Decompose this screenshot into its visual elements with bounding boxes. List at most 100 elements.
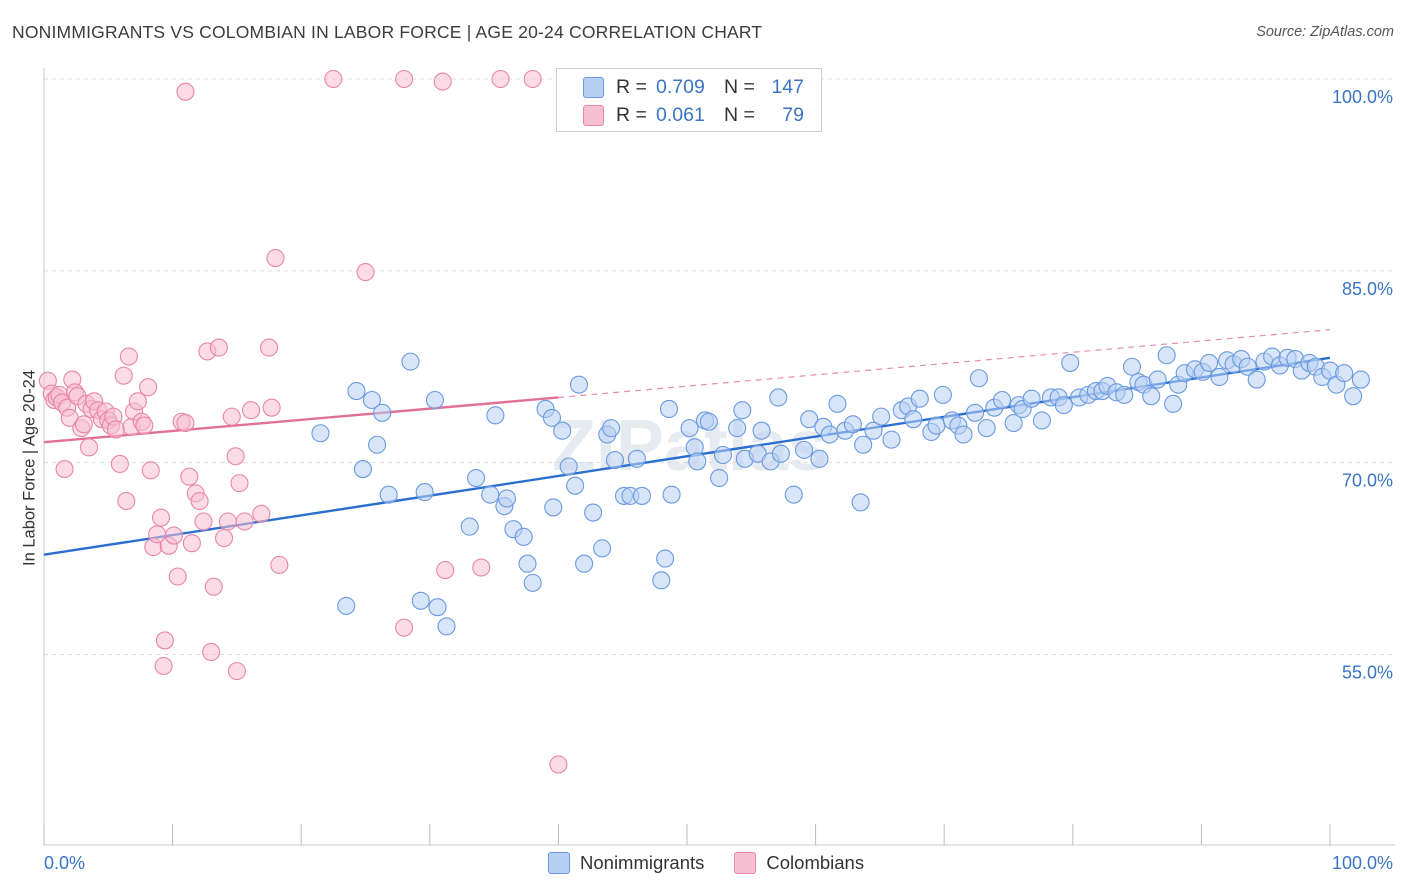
axes xyxy=(43,68,1395,846)
point-nonimmigrants xyxy=(1335,364,1354,383)
point-nonimmigrants xyxy=(1351,370,1370,389)
point-nonimmigrants xyxy=(553,421,572,440)
point-nonimmigrants xyxy=(1122,357,1142,376)
point-colombians xyxy=(151,508,171,527)
point-colombians xyxy=(176,413,195,433)
y-tick-label: 55.0% xyxy=(1342,663,1393,683)
point-nonimmigrants xyxy=(854,435,873,454)
point-colombians xyxy=(110,454,129,473)
point-colombians xyxy=(194,512,213,531)
point-nonimmigrants xyxy=(411,591,430,610)
point-nonimmigrants xyxy=(828,394,847,413)
point-colombians xyxy=(266,248,285,268)
r-value: 0.061 xyxy=(656,103,705,126)
legend-item-colombians[interactable]: Colombians xyxy=(734,852,864,874)
point-nonimmigrants xyxy=(1142,387,1161,406)
point-colombians xyxy=(190,491,209,511)
point-nonimmigrants xyxy=(680,419,699,438)
point-nonimmigrants xyxy=(1115,385,1134,404)
point-nonimmigrants xyxy=(1210,367,1229,387)
point-colombians xyxy=(262,398,281,417)
point-nonimmigrants xyxy=(843,415,862,434)
point-nonimmigrants xyxy=(481,485,500,504)
point-nonimmigrants xyxy=(401,352,420,371)
point-nonimmigrants xyxy=(1054,396,1073,415)
point-colombians xyxy=(154,656,173,676)
point-colombians xyxy=(182,534,201,553)
point-colombians xyxy=(164,526,183,545)
point-colombians xyxy=(176,82,195,101)
point-colombians xyxy=(119,347,138,366)
point-nonimmigrants xyxy=(415,483,434,502)
legend-swatch xyxy=(734,852,757,874)
point-colombians xyxy=(235,512,254,531)
point-nonimmigrants xyxy=(542,408,562,427)
point-nonimmigrants xyxy=(584,503,603,522)
source-label: Source: ZipAtlas.com xyxy=(1256,24,1394,40)
point-colombians xyxy=(226,447,245,466)
point-nonimmigrants xyxy=(662,485,681,504)
trend-line-dashed-colombians xyxy=(558,329,1331,399)
point-colombians xyxy=(259,338,279,357)
point-nonimmigrants xyxy=(710,468,729,488)
point-nonimmigrants xyxy=(969,369,988,388)
point-colombians xyxy=(252,504,271,523)
point-colombians xyxy=(436,561,455,580)
r-value: 0.709 xyxy=(656,75,705,98)
point-nonimmigrants xyxy=(559,457,578,476)
legend-item-nonimmigrants[interactable]: Nonimmigrants xyxy=(548,852,704,874)
point-nonimmigrants xyxy=(904,410,923,429)
point-nonimmigrants xyxy=(593,539,612,558)
point-colombians xyxy=(227,662,246,681)
legend-swatch xyxy=(548,852,570,874)
point-nonimmigrants xyxy=(1148,370,1167,389)
point-colombians xyxy=(155,631,174,650)
point-nonimmigrants xyxy=(497,489,517,508)
data-points xyxy=(38,69,1370,774)
point-nonimmigrants xyxy=(602,419,621,438)
point-nonimmigrants xyxy=(1032,411,1051,430)
point-colombians xyxy=(141,461,160,480)
point-nonimmigrants xyxy=(659,399,679,419)
point-nonimmigrants xyxy=(368,435,387,454)
legend-label: Colombians xyxy=(766,852,865,873)
point-nonimmigrants xyxy=(820,425,839,444)
point-nonimmigrants xyxy=(927,416,946,435)
point-colombians xyxy=(139,378,158,397)
point-nonimmigrants xyxy=(810,449,829,468)
point-nonimmigrants xyxy=(347,381,366,401)
x-tick-label: 100.0% xyxy=(1332,853,1393,873)
point-nonimmigrants xyxy=(1004,413,1023,433)
point-colombians xyxy=(270,555,289,575)
point-nonimmigrants xyxy=(954,425,973,444)
point-colombians xyxy=(114,366,133,385)
point-colombians xyxy=(395,69,414,89)
point-nonimmigrants xyxy=(864,421,883,440)
point-colombians xyxy=(180,467,199,486)
point-nonimmigrants xyxy=(353,460,372,479)
point-nonimmigrants xyxy=(713,445,733,465)
point-colombians xyxy=(472,558,491,577)
point-nonimmigrants xyxy=(1022,389,1041,408)
point-nonimmigrants xyxy=(794,440,814,459)
point-nonimmigrants xyxy=(752,421,771,440)
legend-swatch-colombians xyxy=(583,104,604,126)
point-nonimmigrants xyxy=(460,517,479,536)
point-colombians xyxy=(106,420,126,439)
point-colombians xyxy=(241,401,261,420)
point-colombians xyxy=(395,618,414,637)
point-nonimmigrants xyxy=(569,375,589,394)
point-nonimmigrants xyxy=(993,390,1012,410)
point-nonimmigrants xyxy=(1157,346,1176,365)
point-nonimmigrants xyxy=(652,571,671,590)
point-colombians xyxy=(74,415,93,434)
point-nonimmigrants xyxy=(467,468,486,488)
y-tick-label: 100.0% xyxy=(1332,87,1393,107)
point-colombians xyxy=(491,69,510,89)
point-nonimmigrants xyxy=(1164,394,1183,413)
y-axis-label: In Labor Force | Age 20-24 xyxy=(20,370,39,566)
legend-row-nonimmigrants: R = 0.709 N = 147 xyxy=(583,73,804,101)
point-nonimmigrants xyxy=(362,390,381,410)
point-nonimmigrants xyxy=(544,498,563,517)
point-nonimmigrants xyxy=(882,430,901,449)
